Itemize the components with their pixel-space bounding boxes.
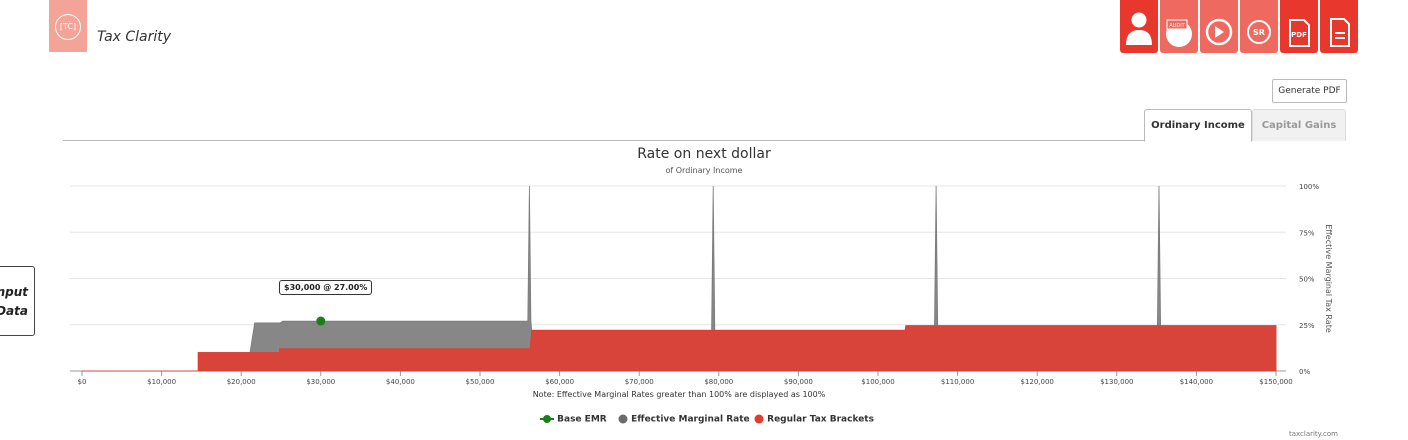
document-icon — [1330, 18, 1350, 47]
app-title: Tax Clarity — [97, 29, 172, 45]
x-tick-label: $130,000 — [1100, 378, 1133, 386]
y-tick-label: 0% — [1299, 368, 1310, 376]
logo-mark: [TC] — [55, 14, 81, 40]
legend-marker-brackets — [754, 414, 764, 424]
side-label-line1: Input — [0, 285, 28, 299]
svg-text:AUDIT: AUDIT — [1169, 23, 1185, 29]
x-tick-label: $100,000 — [861, 378, 894, 386]
document-button[interactable] — [1320, 0, 1358, 53]
side-label-line2: Data — [0, 304, 28, 318]
legend-marker-base-emr — [540, 415, 554, 423]
legend-label: Base EMR — [557, 414, 607, 425]
person-icon — [1126, 12, 1152, 45]
x-tick-label: $110,000 — [941, 378, 974, 386]
tab-ordinary-income[interactable]: Ordinary Income — [1144, 109, 1252, 142]
x-tick-label: $70,000 — [625, 378, 654, 386]
y-axis-title: Effective Marginal Tax Rate — [1324, 224, 1333, 333]
play-button[interactable] — [1200, 0, 1238, 53]
legend-item-brackets[interactable]: Regular Tax Brackets — [754, 414, 874, 425]
chart-title: Rate on next dollar — [637, 146, 771, 162]
sr-icon: SR — [1247, 20, 1271, 44]
legend-marker-emr — [618, 414, 628, 424]
x-tick-label: $0 — [78, 378, 87, 386]
x-tick-label: $40,000 — [386, 378, 415, 386]
x-tick-label: $140,000 — [1180, 378, 1213, 386]
x-tick-label: $10,000 — [147, 378, 176, 386]
pdf-icon: PDF — [1289, 19, 1310, 47]
generate-pdf-button[interactable]: Generate PDF — [1272, 79, 1347, 103]
tabs-divider — [63, 140, 1345, 141]
input-data-panel-tab[interactable]: Input Data — [0, 266, 35, 336]
chart-note: Note: Effective Marginal Rates greater t… — [532, 390, 826, 399]
sr-button[interactable]: SR — [1240, 0, 1278, 53]
profile-button[interactable] — [1120, 0, 1158, 53]
y-tick-label: 100% — [1299, 183, 1319, 191]
x-tick-label: $60,000 — [545, 378, 574, 386]
legend-item-base-emr[interactable]: Base EMR — [540, 414, 607, 425]
y-tick-label: 75% — [1299, 229, 1315, 237]
play-icon — [1205, 18, 1233, 46]
legend-item-emr[interactable]: Effective Marginal Rate — [618, 414, 750, 425]
x-tick-label: $20,000 — [227, 378, 256, 386]
tab-capital-gains[interactable]: Capital Gains — [1252, 109, 1346, 141]
legend-label: Regular Tax Brackets — [767, 414, 874, 425]
chart-subtitle: of Ordinary Income — [665, 166, 743, 175]
y-tick-label: 50% — [1299, 276, 1315, 284]
series-brackets-area — [82, 325, 1277, 372]
logo: [TC] — [49, 0, 87, 52]
x-tick-label: $30,000 — [306, 378, 335, 386]
base-emr-point — [316, 316, 326, 326]
x-tick-label: $50,000 — [466, 378, 495, 386]
legend-label: Effective Marginal Rate — [631, 414, 750, 425]
footer-credit: taxclarity.com — [1288, 430, 1338, 438]
svg-text:SR: SR — [1253, 28, 1265, 37]
series-emr-area — [82, 185, 1277, 372]
x-tick-label: $90,000 — [784, 378, 813, 386]
pdf-button[interactable]: PDF — [1280, 0, 1318, 53]
x-tick-label: $80,000 — [704, 378, 733, 386]
svg-text:PDF: PDF — [1291, 31, 1307, 39]
x-tick-label: $120,000 — [1020, 378, 1053, 386]
x-tick-label: $150,000 — [1259, 378, 1292, 386]
audit-icon: AUDIT — [1166, 19, 1192, 47]
y-tick-label: 25% — [1299, 322, 1315, 330]
audit-button[interactable]: AUDIT — [1160, 0, 1198, 53]
point-tooltip: $30,000 @ 27.00% — [279, 280, 373, 295]
